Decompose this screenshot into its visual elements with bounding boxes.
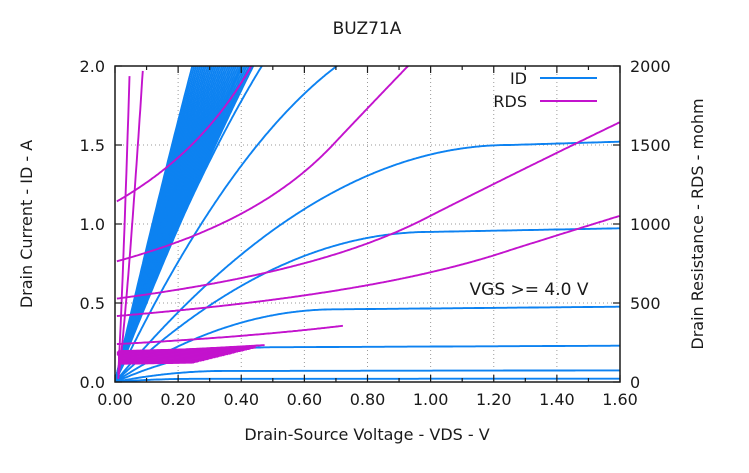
y-left-axis-label: Drain Current - ID - A bbox=[17, 140, 36, 308]
x-tick-label: 0.00 bbox=[97, 390, 133, 409]
y-left-tick-labels: 0.0 0.5 1.0 1.5 2.0 bbox=[80, 57, 105, 392]
x-tick-label: 1.00 bbox=[413, 390, 449, 409]
y-right-tick-label: 1500 bbox=[630, 136, 671, 155]
rds-steep-curve-vgs-2 bbox=[117, 76, 131, 375]
y-right-tick-label: 2000 bbox=[630, 57, 671, 76]
y-right-tick-labels: 0 500 1000 1500 2000 bbox=[630, 57, 671, 392]
id-curve-vgs-2.2 bbox=[115, 369, 620, 382]
x-tick-label: 0.40 bbox=[223, 390, 259, 409]
rds-steep-curve-vgs-2.2 bbox=[117, 70, 144, 380]
vgs-annotation: VGS >= 4.0 V bbox=[470, 280, 589, 300]
curves bbox=[115, 66, 620, 382]
y-left-tick-label: 1.0 bbox=[80, 215, 105, 234]
id-curve-vgs-10.0 bbox=[115, 66, 194, 382]
rds-curve-vgs-3.2 bbox=[116, 324, 343, 346]
y-left-tick-label: 0.5 bbox=[80, 294, 105, 313]
x-tick-label: 0.20 bbox=[160, 390, 196, 409]
x-tick-label: 1.20 bbox=[476, 390, 512, 409]
legend-label-id: ID bbox=[510, 69, 527, 88]
rds-curve-vgs-2.8 bbox=[116, 121, 620, 300]
id-curve-vgs-3.2 bbox=[115, 66, 339, 382]
x-tick-label: 0.60 bbox=[287, 390, 323, 409]
y-right-tick-label: 500 bbox=[630, 294, 661, 313]
rds-curve-vgs-3 bbox=[116, 215, 620, 317]
x-tick-label: 1.60 bbox=[602, 390, 638, 409]
y-right-axis-label: Drain Resistance - RDS - mohm bbox=[688, 98, 707, 349]
legend: ID RDS bbox=[493, 69, 597, 111]
chart-title: BUZ71A bbox=[333, 19, 402, 39]
x-tick-label: 0.80 bbox=[350, 390, 386, 409]
legend-label-rds: RDS bbox=[493, 92, 527, 111]
y-left-tick-label: 1.5 bbox=[80, 136, 105, 155]
rds-curve-vgs-10.0 bbox=[118, 361, 194, 365]
y-right-tick-label: 1000 bbox=[630, 215, 671, 234]
x-tick-label: 1.40 bbox=[539, 390, 575, 409]
rds-curve-vgs-2.6 bbox=[116, 66, 410, 263]
x-tick-labels: 0.00 0.20 0.40 0.60 0.80 1.00 1.20 1.40 1.60 bbox=[97, 390, 638, 409]
y-right-tick-label: 0 bbox=[630, 373, 640, 392]
x-axis-label: Drain-Source Voltage - VDS - V bbox=[244, 425, 489, 444]
id-curve-vgs-2.8 bbox=[115, 227, 620, 382]
rds-curve-vgs-2.4 bbox=[116, 66, 253, 203]
y-left-tick-label: 0.0 bbox=[80, 373, 105, 392]
plot-border bbox=[114, 65, 621, 383]
id-curve-vgs-3 bbox=[115, 140, 620, 382]
y-left-tick-label: 2.0 bbox=[80, 57, 105, 76]
id-curve-vgs-2.6 bbox=[115, 305, 620, 382]
